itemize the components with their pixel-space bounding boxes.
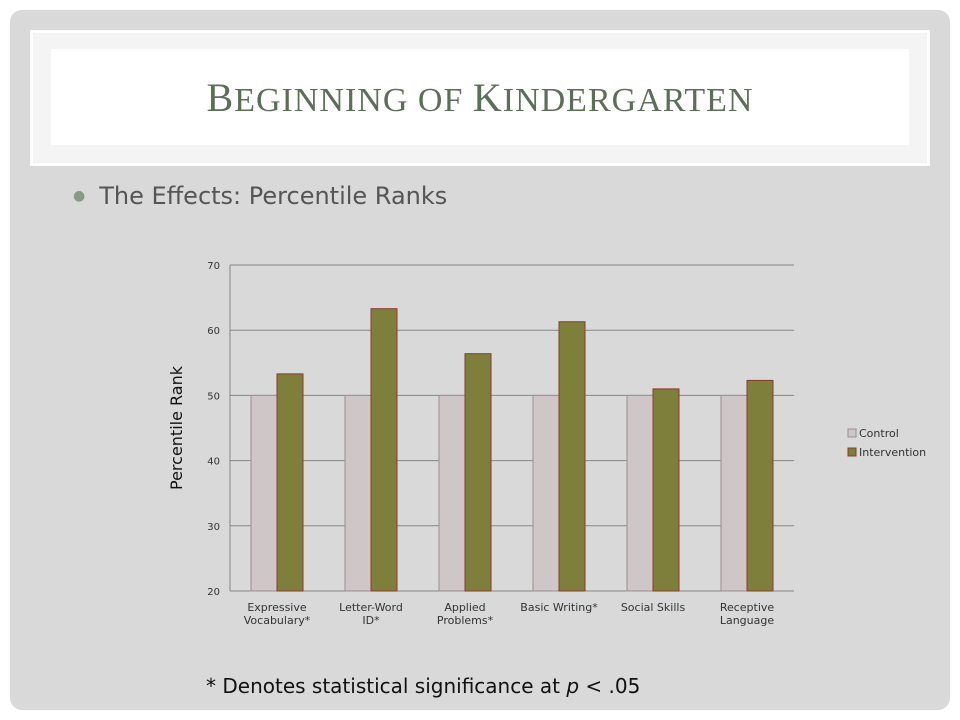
bar-intervention-2 bbox=[464, 353, 492, 592]
bar-intervention-3 bbox=[558, 321, 586, 592]
title-inner: BEGINNING OF KINDERGARTEN bbox=[51, 49, 909, 145]
footnote-threshold: < .05 bbox=[579, 674, 641, 698]
bar-control-4 bbox=[626, 394, 654, 592]
title-rest-2: INDERGARTEN bbox=[502, 81, 754, 119]
title-rest-1: EGINNING OF bbox=[234, 81, 473, 119]
slide-title: BEGINNING OF KINDERGARTEN bbox=[207, 74, 754, 121]
x-tick-label: Applied bbox=[444, 601, 485, 614]
bar-intervention-5 bbox=[746, 379, 774, 592]
slide-subtitle: The Effects: Percentile Ranks bbox=[99, 182, 448, 210]
legend-label-control: Control bbox=[859, 427, 899, 440]
bar-control-1 bbox=[344, 394, 372, 592]
bar-control-2 bbox=[438, 394, 466, 592]
footnote: * Denotes statistical significance at p … bbox=[206, 674, 640, 698]
slide: BEGINNING OF KINDERGARTEN ● The Effects:… bbox=[10, 10, 950, 710]
bar-control-5 bbox=[720, 394, 748, 592]
title-initial-1: B bbox=[206, 74, 235, 120]
y-tick-label: 40 bbox=[207, 457, 220, 468]
bullet-icon: ● bbox=[73, 188, 86, 204]
x-tick-label: ID* bbox=[362, 614, 380, 627]
y-tick-label: 30 bbox=[207, 522, 220, 533]
x-tick-label: Basic Writing* bbox=[520, 601, 598, 614]
y-tick-label: 70 bbox=[207, 261, 220, 272]
footnote-text: * Denotes statistical significance at bbox=[206, 674, 567, 698]
x-tick-label: Receptive bbox=[720, 601, 775, 614]
y-tick-label: 20 bbox=[207, 587, 220, 598]
bar-control-0 bbox=[250, 394, 278, 592]
legend-swatch-intervention bbox=[847, 447, 857, 457]
legend-label-intervention: Intervention bbox=[859, 446, 926, 459]
title-initial-2: K bbox=[472, 74, 503, 120]
x-tick-label: Problems* bbox=[437, 614, 494, 627]
bar-intervention-0 bbox=[276, 373, 304, 592]
y-axis-title: Percentile Rank bbox=[167, 365, 186, 490]
x-tick-label: Language bbox=[720, 614, 775, 627]
bar-intervention-4 bbox=[652, 388, 680, 592]
subtitle-row: ● The Effects: Percentile Ranks bbox=[73, 182, 447, 210]
y-tick-label: 60 bbox=[207, 326, 220, 337]
footnote-p: p bbox=[566, 674, 580, 698]
y-tick-label: 50 bbox=[207, 391, 220, 402]
x-tick-label: Letter-Word bbox=[339, 601, 403, 614]
bar-intervention-1 bbox=[370, 308, 398, 592]
x-tick-label: Social Skills bbox=[621, 601, 686, 614]
title-band: BEGINNING OF KINDERGARTEN bbox=[30, 30, 930, 166]
x-tick-label: Vocabulary* bbox=[244, 614, 311, 627]
bar-control-3 bbox=[532, 394, 560, 592]
legend-swatch-control bbox=[847, 428, 857, 438]
x-tick-label: Expressive bbox=[247, 601, 307, 614]
bar-chart: 20 30 40 50 60 70 Percentile Rank ExpressiveVoc… bbox=[167, 261, 926, 627]
